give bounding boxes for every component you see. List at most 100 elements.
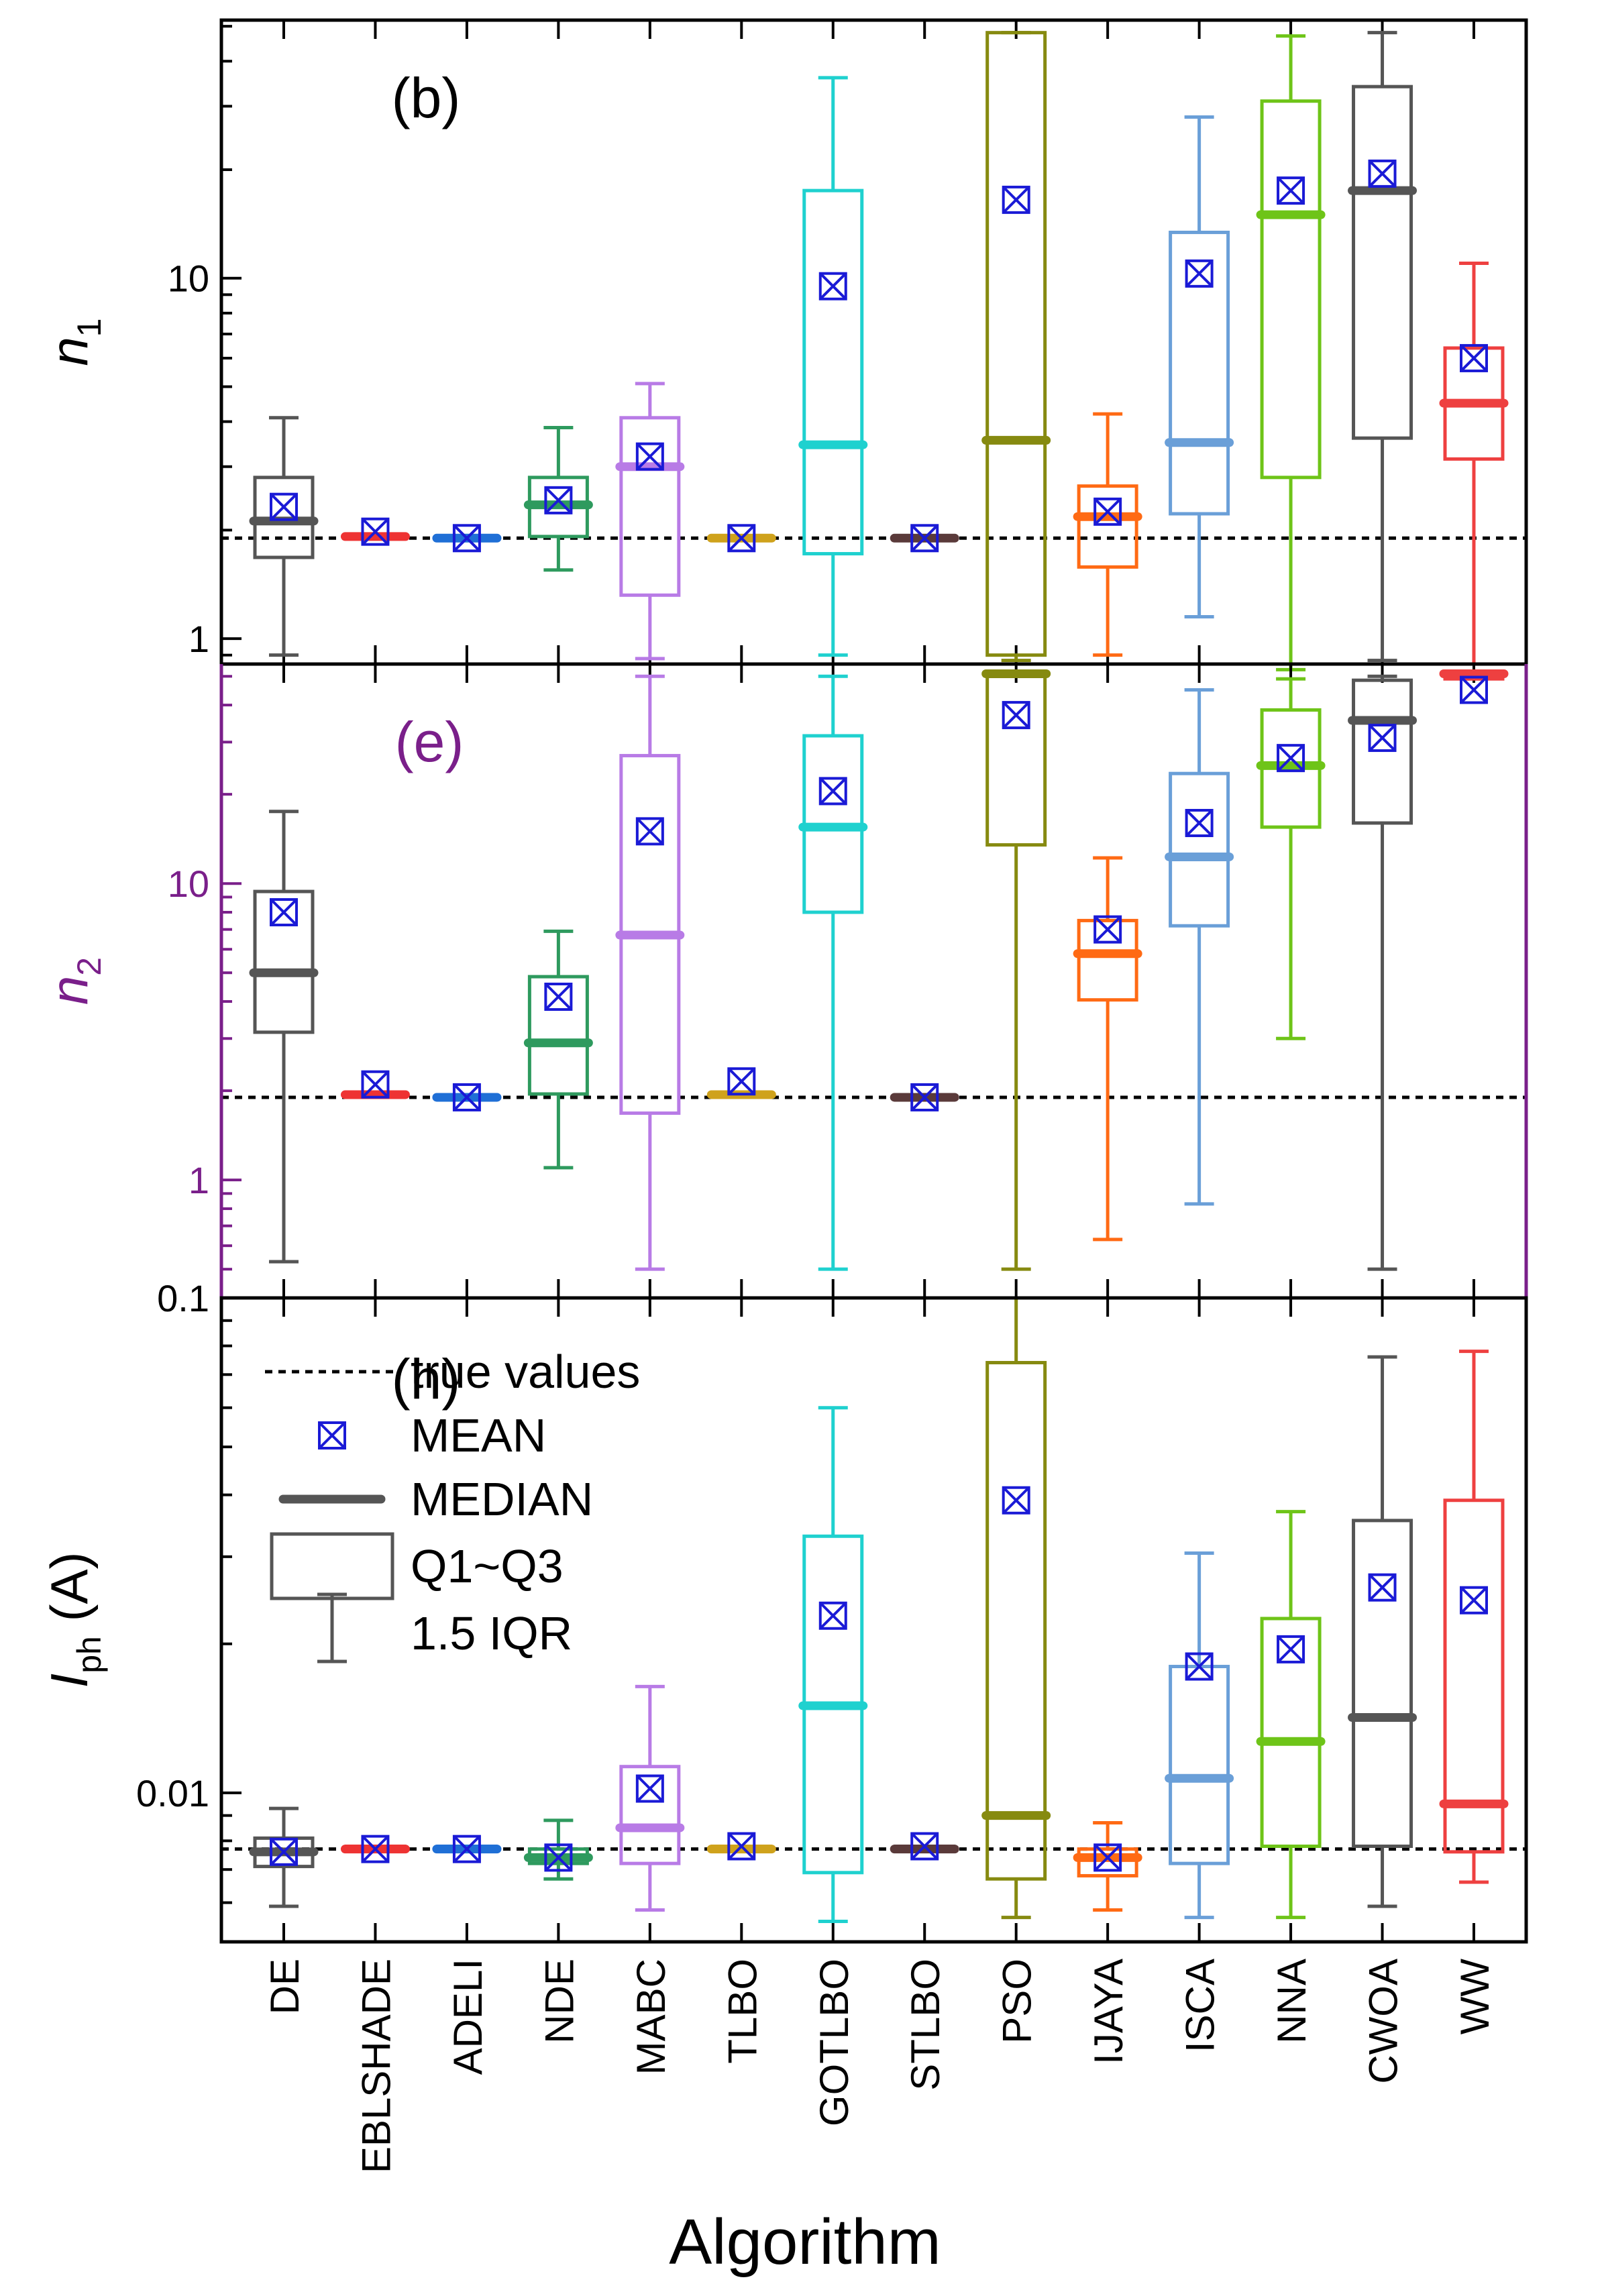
panel-frame xyxy=(219,1296,1528,1944)
iqr-box xyxy=(619,416,681,597)
mean-marker xyxy=(727,1067,756,1096)
mean-marker-cross xyxy=(636,817,664,845)
mean-marker xyxy=(818,777,847,806)
mean-marker xyxy=(910,524,939,553)
y-tick-label: 1 xyxy=(189,618,209,660)
mean-marker xyxy=(1185,259,1214,288)
mean-marker-cross xyxy=(727,524,755,552)
mean-marker xyxy=(727,1832,756,1861)
iqr-box xyxy=(1077,484,1138,569)
mean-marker xyxy=(1460,1586,1488,1615)
y-tick-label: 1 xyxy=(189,1159,209,1201)
mean-marker-cross xyxy=(819,272,847,300)
iqr-box xyxy=(1352,1519,1413,1848)
mean-marker xyxy=(1185,808,1214,837)
mean-marker xyxy=(1093,1843,1122,1872)
y-axis-label-sub: ph xyxy=(70,1636,108,1674)
mean-marker-cross xyxy=(270,1838,298,1866)
mean-marker-cross xyxy=(270,493,298,521)
x-tick-label: ISCA xyxy=(1178,1959,1223,2053)
x-tick-label: NDE xyxy=(537,1959,582,2044)
mean-marker-cross xyxy=(819,1602,847,1630)
box-tlbo xyxy=(706,1067,776,1099)
mean-marker-cross xyxy=(910,524,939,552)
box-nde xyxy=(523,929,593,1170)
mean-marker-cross xyxy=(1002,701,1030,729)
box-ijaya xyxy=(1073,1821,1142,1912)
mean-marker-cross xyxy=(1185,809,1214,837)
mean-marker xyxy=(1368,724,1397,753)
mean-marker xyxy=(635,817,664,846)
iqr-box xyxy=(985,1360,1047,1881)
box-ijaya xyxy=(1073,412,1142,657)
box-cwoa xyxy=(1348,674,1418,1271)
iqr-box xyxy=(527,975,589,1096)
x-tick-label: MABC xyxy=(629,1959,674,2075)
mean-marker xyxy=(1368,1573,1397,1602)
box-nde xyxy=(523,1818,593,1881)
mean-marker-cross xyxy=(453,1083,481,1111)
mean-marker xyxy=(1460,343,1488,372)
mean-marker xyxy=(1093,497,1122,526)
mean-marker xyxy=(1277,744,1305,773)
x-tick-label: TLBO xyxy=(720,1959,765,2064)
x-tick-label: DE xyxy=(262,1959,307,2014)
box-gotlbo xyxy=(798,1406,868,1923)
mean-marker-cross xyxy=(453,524,481,552)
y-tick-label: 0.1 xyxy=(157,1277,209,1319)
box-isca xyxy=(1165,1551,1234,1920)
box-gotlbo xyxy=(798,76,868,657)
mean-marker xyxy=(544,486,573,514)
box-gotlbo xyxy=(798,674,868,1271)
y-tick-label: 10 xyxy=(168,258,209,300)
iqr-box xyxy=(985,31,1047,657)
mean-marker xyxy=(1277,1635,1305,1663)
box-mabc xyxy=(615,382,685,661)
mean-marker xyxy=(544,1843,573,1872)
mean-marker-cross xyxy=(362,518,389,546)
iqr-box xyxy=(1443,1498,1505,1854)
box-ww xyxy=(1439,669,1509,704)
mean-marker-cross xyxy=(1002,1486,1030,1515)
y-axis-label-unit: (A) xyxy=(40,1552,99,1637)
panel-1: 110(b)n1 xyxy=(40,18,1528,671)
y-axis-label: n2 xyxy=(40,957,108,1005)
box-stlbo xyxy=(890,1083,959,1111)
legend: true values MEAN MEDIAN Q1~Q3 1.5 IQR xyxy=(265,1346,640,1663)
y-axis-label-main: n xyxy=(40,976,99,1005)
box-ww xyxy=(1439,261,1509,666)
y-tick-label: 0.01 xyxy=(136,1772,209,1814)
mean-marker xyxy=(452,1835,481,1863)
y-axis-label: n1 xyxy=(40,318,108,366)
mean-marker xyxy=(544,982,573,1011)
mean-marker xyxy=(1002,701,1030,730)
mean-marker-cross xyxy=(1277,176,1305,205)
mean-marker-cross xyxy=(636,1775,664,1802)
x-tick-label: EBLSHADE xyxy=(354,1959,398,2173)
x-axis-title: Algorithm xyxy=(669,2206,941,2278)
mean-marker-cross xyxy=(1185,1653,1214,1680)
mean-marker xyxy=(818,1601,847,1630)
mean-marker-cross xyxy=(1369,1574,1396,1602)
mean-marker xyxy=(361,517,390,546)
mean-marker xyxy=(1002,185,1030,214)
box-eblshade xyxy=(340,1835,410,1863)
box-ijaya xyxy=(1073,856,1142,1242)
iqr-box xyxy=(253,889,315,1034)
box-tlbo xyxy=(706,524,776,553)
iqr-box xyxy=(619,1765,681,1865)
iqr-box xyxy=(1260,1617,1322,1848)
box-adeli xyxy=(432,524,502,553)
mean-marker xyxy=(270,1837,298,1866)
mean-marker-cross xyxy=(727,1067,755,1095)
panel-3: 0.01 0.1 (h) Iph (A) true values MEAN MEDIAN Q1… xyxy=(40,1277,1528,1944)
y-axis-label-sub: 1 xyxy=(70,318,108,337)
box-mabc xyxy=(615,1684,685,1912)
legend-mean-swatch xyxy=(318,1421,346,1450)
box-de xyxy=(249,1806,319,1908)
mean-marker-cross xyxy=(1369,160,1396,188)
mean-marker-cross xyxy=(362,1071,389,1099)
y-axis-label-sub: 2 xyxy=(70,957,108,976)
iqr-box xyxy=(1077,918,1138,1002)
